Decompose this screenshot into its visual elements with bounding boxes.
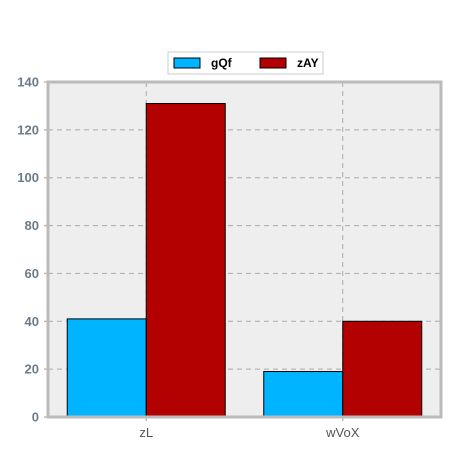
y-tick-label: 120 [17, 122, 39, 137]
y-tick-label: 140 [17, 75, 39, 90]
legend-label-zay: zAY [297, 56, 319, 70]
legend-swatch-zay [259, 57, 287, 69]
legend-label-gqf: gQf [211, 56, 233, 70]
bar-zay-wvox [342, 320, 423, 418]
y-tick-label: 40 [25, 314, 39, 329]
y-tick-label: 100 [17, 170, 39, 185]
x-tick-label: wVoX [325, 425, 360, 440]
bar-zay-zl [145, 103, 226, 418]
bars [66, 103, 423, 418]
y-tick-label: 20 [25, 362, 39, 377]
legend: gQf zAY [167, 51, 324, 75]
y-tick-label: 60 [25, 266, 39, 281]
y-axis-ticks: 0 20 40 60 80 100 120 140 [17, 75, 48, 425]
x-tick-label: zL [139, 425, 153, 440]
x-axis-ticks: zL wVoX [139, 417, 360, 440]
bar-gqf-zl [66, 318, 147, 418]
y-tick-label: 80 [25, 218, 39, 233]
bar-gqf-wvox [263, 371, 344, 418]
plot-frame [46, 80, 443, 419]
legend-swatch-gqf [173, 57, 201, 69]
y-tick-label: 0 [32, 410, 39, 425]
